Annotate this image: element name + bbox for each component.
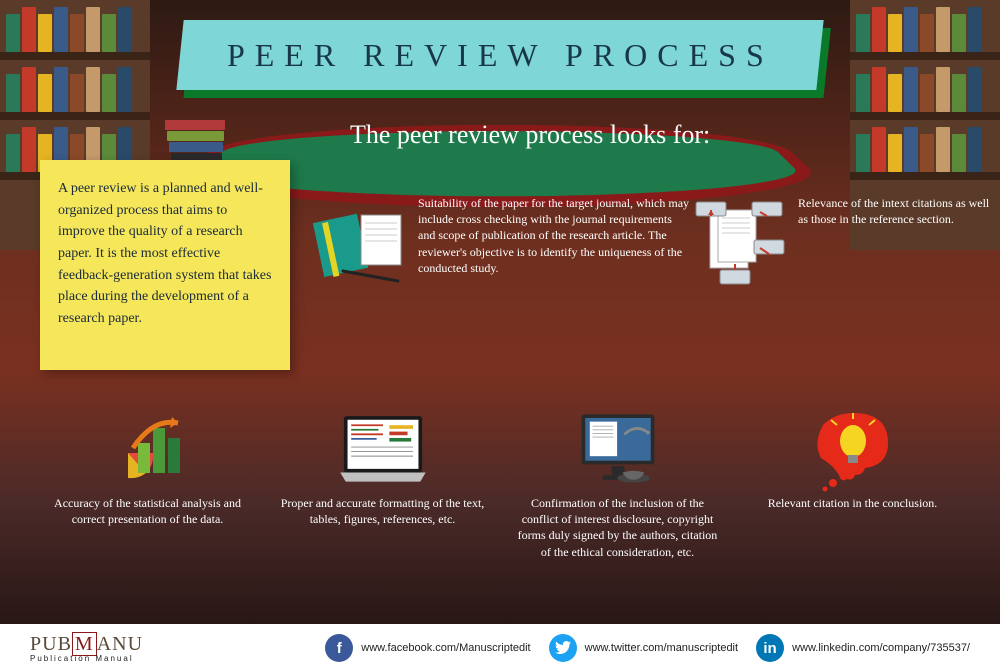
items-row-1: Suitability of the paper for the target … [310,195,990,290]
item-text: Relevance of the intext citations as wel… [790,195,990,227]
lightbulb-icon [803,400,903,495]
facebook-icon[interactable]: f [325,634,353,662]
chart-icon [98,400,198,495]
items-row-2: Accuracy of the statistical analysis and… [30,400,970,560]
item-text: Proper and accurate formatting of the te… [277,495,488,527]
brand-logo: PUBMANU Publication Manual [30,633,143,663]
item-text: Confirmation of the inclusion of the con… [512,495,723,560]
title-banner: PEER REVIEW PROCESS [176,20,823,90]
intro-text: A peer review is a planned and well-orga… [58,178,272,330]
item-suitability: Suitability of the paper for the target … [310,195,690,290]
twitter-link[interactable]: www.twitter.com/manuscriptedit [585,642,738,654]
item-text: Accuracy of the statistical analysis and… [42,495,253,527]
intro-box: A peer review is a planned and well-orga… [40,160,290,370]
footer: PUBMANU Publication Manual f www.faceboo… [0,624,1000,672]
documents-icon [690,195,790,290]
item-citations: Relevance of the intext citations as wel… [690,195,990,290]
subtitle: The peer review process looks for: [350,120,710,150]
twitter-icon[interactable] [549,634,577,662]
item-formatting: Proper and accurate formatting of the te… [265,400,500,560]
item-statistics: Accuracy of the statistical analysis and… [30,400,265,560]
linkedin-link[interactable]: www.linkedin.com/company/735537/ [792,642,970,654]
facebook-link[interactable]: www.facebook.com/Manuscriptedit [361,642,530,654]
notebook-icon [310,195,410,290]
item-conclusion: Relevant citation in the conclusion. [735,400,970,560]
monitor-icon [568,400,668,495]
item-text: Suitability of the paper for the target … [410,195,690,276]
item-disclosure: Confirmation of the inclusion of the con… [500,400,735,560]
item-text: Relevant citation in the conclusion. [768,495,938,511]
page-title: PEER REVIEW PROCESS [227,37,774,74]
tablet-icon [333,400,433,495]
linkedin-icon[interactable]: in [756,634,784,662]
